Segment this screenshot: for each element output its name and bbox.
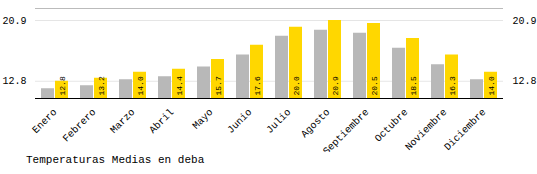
svg-text:Enero: Enero — [30, 107, 59, 136]
svg-text:Diciembre: Diciembre — [442, 107, 488, 152]
svg-text:15.7: 15.7 — [214, 76, 223, 95]
svg-text:Septiembre: Septiembre — [321, 107, 371, 152]
svg-text:Abril: Abril — [147, 107, 176, 136]
svg-text:20.9: 20.9 — [2, 16, 26, 27]
svg-text:12.8: 12.8 — [2, 76, 26, 87]
svg-text:Mayo: Mayo — [191, 107, 216, 132]
svg-text:20.0: 20.0 — [292, 76, 301, 95]
svg-text:20.9: 20.9 — [331, 76, 340, 95]
svg-text:Agosto: Agosto — [299, 107, 332, 140]
svg-text:17.6: 17.6 — [253, 76, 262, 95]
svg-text:14.4: 14.4 — [175, 76, 184, 95]
svg-text:14.0: 14.0 — [487, 76, 496, 95]
svg-text:13.2: 13.2 — [97, 76, 106, 95]
html-text:Temperaturas Medias en deba: Temperaturas Medias en deba — [26, 154, 205, 166]
svg-text:Julio: Julio — [264, 107, 293, 136]
svg-text:Octubre: Octubre — [373, 107, 410, 144]
svg-text:Junio: Junio — [225, 107, 254, 136]
svg-text:20.9: 20.9 — [513, 16, 537, 27]
svg-text:Marzo: Marzo — [108, 107, 137, 136]
svg-text:16.3: 16.3 — [448, 76, 457, 95]
svg-text:20.5: 20.5 — [370, 76, 379, 95]
svg-text:14.0: 14.0 — [136, 76, 145, 95]
svg-text:12.8: 12.8 — [513, 76, 537, 87]
svg-text:18.5: 18.5 — [409, 76, 418, 95]
svg-text:12.8: 12.8 — [58, 76, 67, 95]
svg-text:Febrero: Febrero — [61, 107, 98, 144]
